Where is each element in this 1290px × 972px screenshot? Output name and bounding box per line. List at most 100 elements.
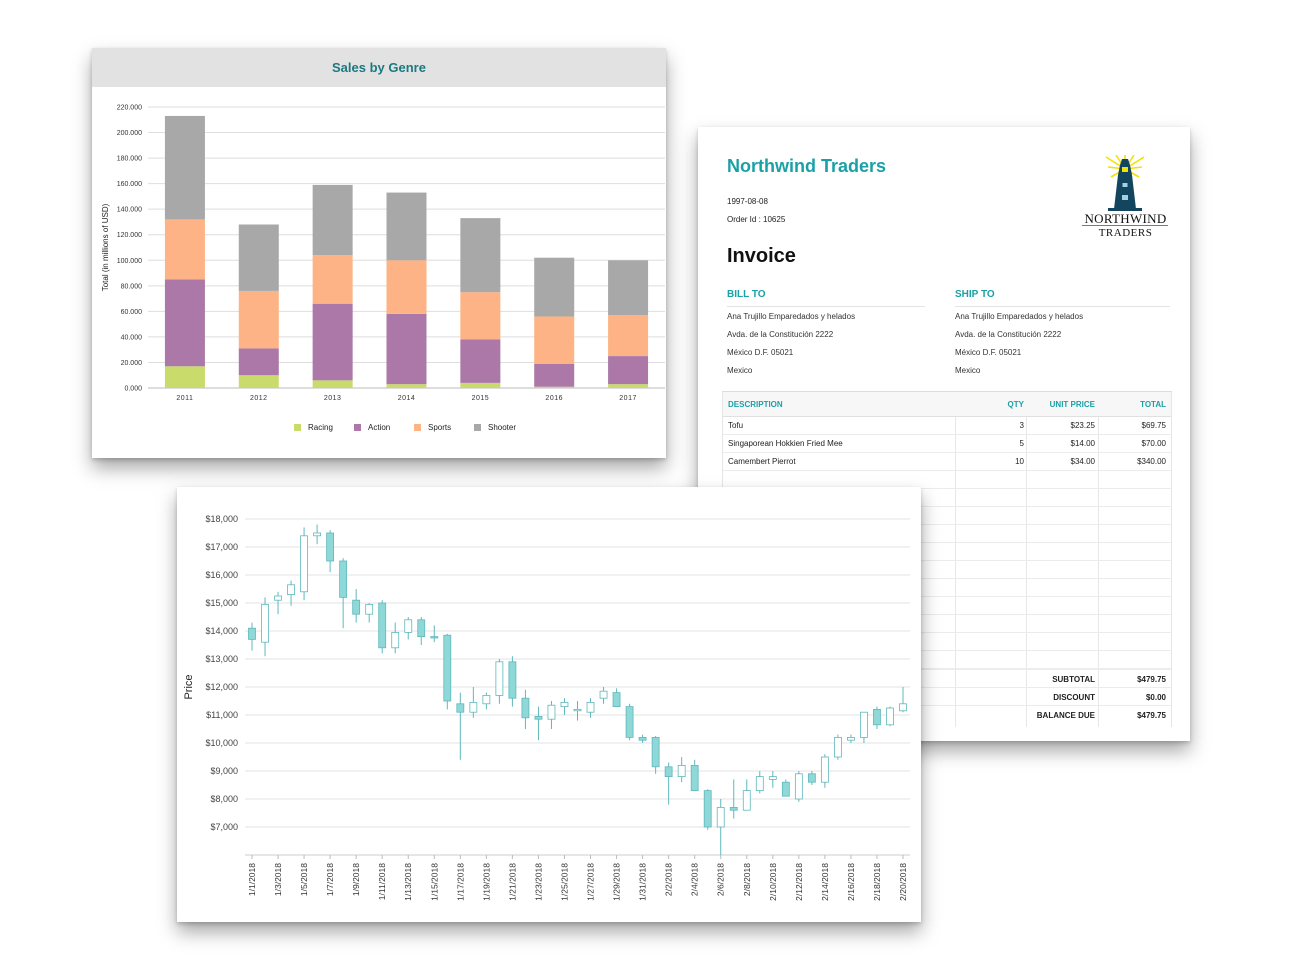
- x-tick-label: 1/3/2018: [273, 863, 283, 896]
- invoice-date: 1997-08-08: [727, 197, 768, 206]
- y-tick-label: $12,000: [205, 682, 238, 692]
- x-tick-label: 2/20/2018: [898, 863, 908, 901]
- empty-row: [723, 542, 1171, 561]
- x-tick-label: 1/5/2018: [299, 863, 309, 896]
- candle-body: [625, 706, 634, 738]
- y-tick-label: 220.000: [117, 105, 142, 112]
- candle-body: [521, 697, 530, 719]
- bar-segment-racing: [164, 366, 205, 388]
- qty-column: [955, 392, 1027, 727]
- item-description: Tofu: [728, 421, 744, 430]
- balance-due-label: BALANCE DUE: [1036, 711, 1095, 720]
- x-tick-label: 2/2/2018: [664, 863, 674, 896]
- empty-row: [723, 596, 1171, 615]
- candle-body: [261, 604, 269, 643]
- y-axis-title: Total (in millions of USD): [101, 203, 110, 291]
- discount-row: DISCOUNT $0.00: [723, 687, 1171, 706]
- candle-body: [742, 790, 751, 811]
- description-column: [723, 392, 956, 727]
- candle-body: [248, 627, 256, 640]
- order-id-value: 10625: [763, 215, 786, 224]
- northwind-logo: NORTHWIND TRADERS: [1078, 154, 1173, 245]
- bar-segment-sports: [608, 315, 649, 357]
- bar-segment-action: [238, 348, 279, 376]
- legend-swatch-racing: [294, 424, 301, 431]
- bill-to-heading: BILL TO: [727, 289, 766, 300]
- x-tick-label: 2012: [250, 395, 268, 402]
- x-tick-label: 2/8/2018: [742, 863, 752, 896]
- candle-body: [417, 619, 426, 638]
- column-header-total: TOTAL: [1140, 400, 1166, 409]
- x-tick-label: 1/9/2018: [351, 863, 361, 896]
- candle-body: [313, 532, 322, 537]
- bar-segment-shooter: [460, 218, 501, 293]
- bill-to-line: México D.F. 05021: [727, 348, 794, 357]
- y-tick-label: $9,000: [210, 766, 238, 776]
- y-tick-label: $14,000: [205, 626, 238, 636]
- ship-to-heading: SHIP TO: [955, 289, 995, 300]
- candle-body: [287, 584, 295, 596]
- empty-row: [723, 650, 1171, 669]
- bar-segment-racing: [238, 375, 279, 388]
- bar-segment-action: [460, 339, 501, 383]
- empty-row: [723, 632, 1171, 651]
- candle-body: [664, 766, 673, 777]
- column-header-description: DESCRIPTION: [728, 400, 783, 409]
- candle-body: [899, 703, 907, 712]
- x-tick-label: 1/29/2018: [612, 863, 622, 901]
- empty-row: [723, 488, 1171, 507]
- bar-segment-sports: [534, 316, 575, 364]
- candle-body: [365, 604, 374, 615]
- candle-body: [495, 661, 504, 696]
- y-tick-label: $15,000: [205, 598, 238, 608]
- x-tick-label: 2011: [176, 395, 193, 402]
- legend-label-action: Action: [368, 423, 390, 432]
- y-tick-label: 60.000: [121, 309, 143, 316]
- candle-body: [534, 715, 543, 720]
- y-axis-title: Price: [183, 674, 195, 699]
- candle-body: [612, 692, 621, 708]
- x-tick-label: 2015: [472, 395, 490, 402]
- item-qty: 3: [1019, 421, 1024, 430]
- item-unit-price: $34.00: [1070, 457, 1095, 466]
- empty-row: [723, 578, 1171, 597]
- y-tick-label: 200.000: [117, 130, 142, 137]
- candle-body: [690, 764, 699, 791]
- x-tick-label: 2/18/2018: [872, 863, 882, 901]
- item-description: Camembert Pierrot: [728, 457, 796, 466]
- x-tick-label: 2/12/2018: [794, 863, 804, 901]
- bar-segment-shooter: [312, 184, 353, 256]
- x-tick-label: 2/10/2018: [768, 863, 778, 901]
- candle-body: [326, 532, 335, 562]
- candle-body: [886, 707, 894, 726]
- logo-rule: [1082, 225, 1168, 226]
- candle-body: [873, 708, 881, 726]
- item-qty: 10: [1015, 457, 1024, 466]
- unit-price-column: [1026, 392, 1099, 727]
- bar-segment-shooter: [534, 257, 575, 317]
- candle-body: [547, 704, 556, 720]
- ship-to-line: México D.F. 05021: [955, 348, 1022, 357]
- candle-body: [482, 694, 491, 705]
- bar-segment-racing: [534, 386, 575, 388]
- candlestick-chart-svg: $7,000 $8,000 $9,000 $10,000 $11,000 $12,000 $…: [183, 514, 910, 901]
- candle-body: [508, 661, 517, 699]
- empty-row: [723, 560, 1171, 579]
- empty-row: [723, 470, 1171, 489]
- bar-segment-racing: [386, 384, 427, 388]
- column-header-unit-price: UNIT PRICE: [1049, 400, 1095, 409]
- legend-swatch-shooter: [474, 424, 481, 431]
- bar-segment-action: [534, 363, 575, 387]
- candle-body: [339, 560, 348, 598]
- candle-body: [586, 701, 595, 713]
- candle-body: [443, 634, 452, 702]
- bar-segment-action: [608, 356, 649, 385]
- candle-body: [300, 535, 308, 593]
- sales-chart-svg: 0.000 20.000 40.000 60.000 80.000 100.000 120.…: [101, 105, 665, 432]
- y-tick-label: 100.000: [117, 258, 142, 265]
- x-tick-label: 1/1/2018: [247, 863, 257, 896]
- empty-row: [723, 524, 1171, 543]
- invoice-title: Invoice: [727, 245, 796, 267]
- candle-body: [599, 690, 608, 699]
- table-row: Tofu 3 $23.25 $69.75: [723, 416, 1171, 435]
